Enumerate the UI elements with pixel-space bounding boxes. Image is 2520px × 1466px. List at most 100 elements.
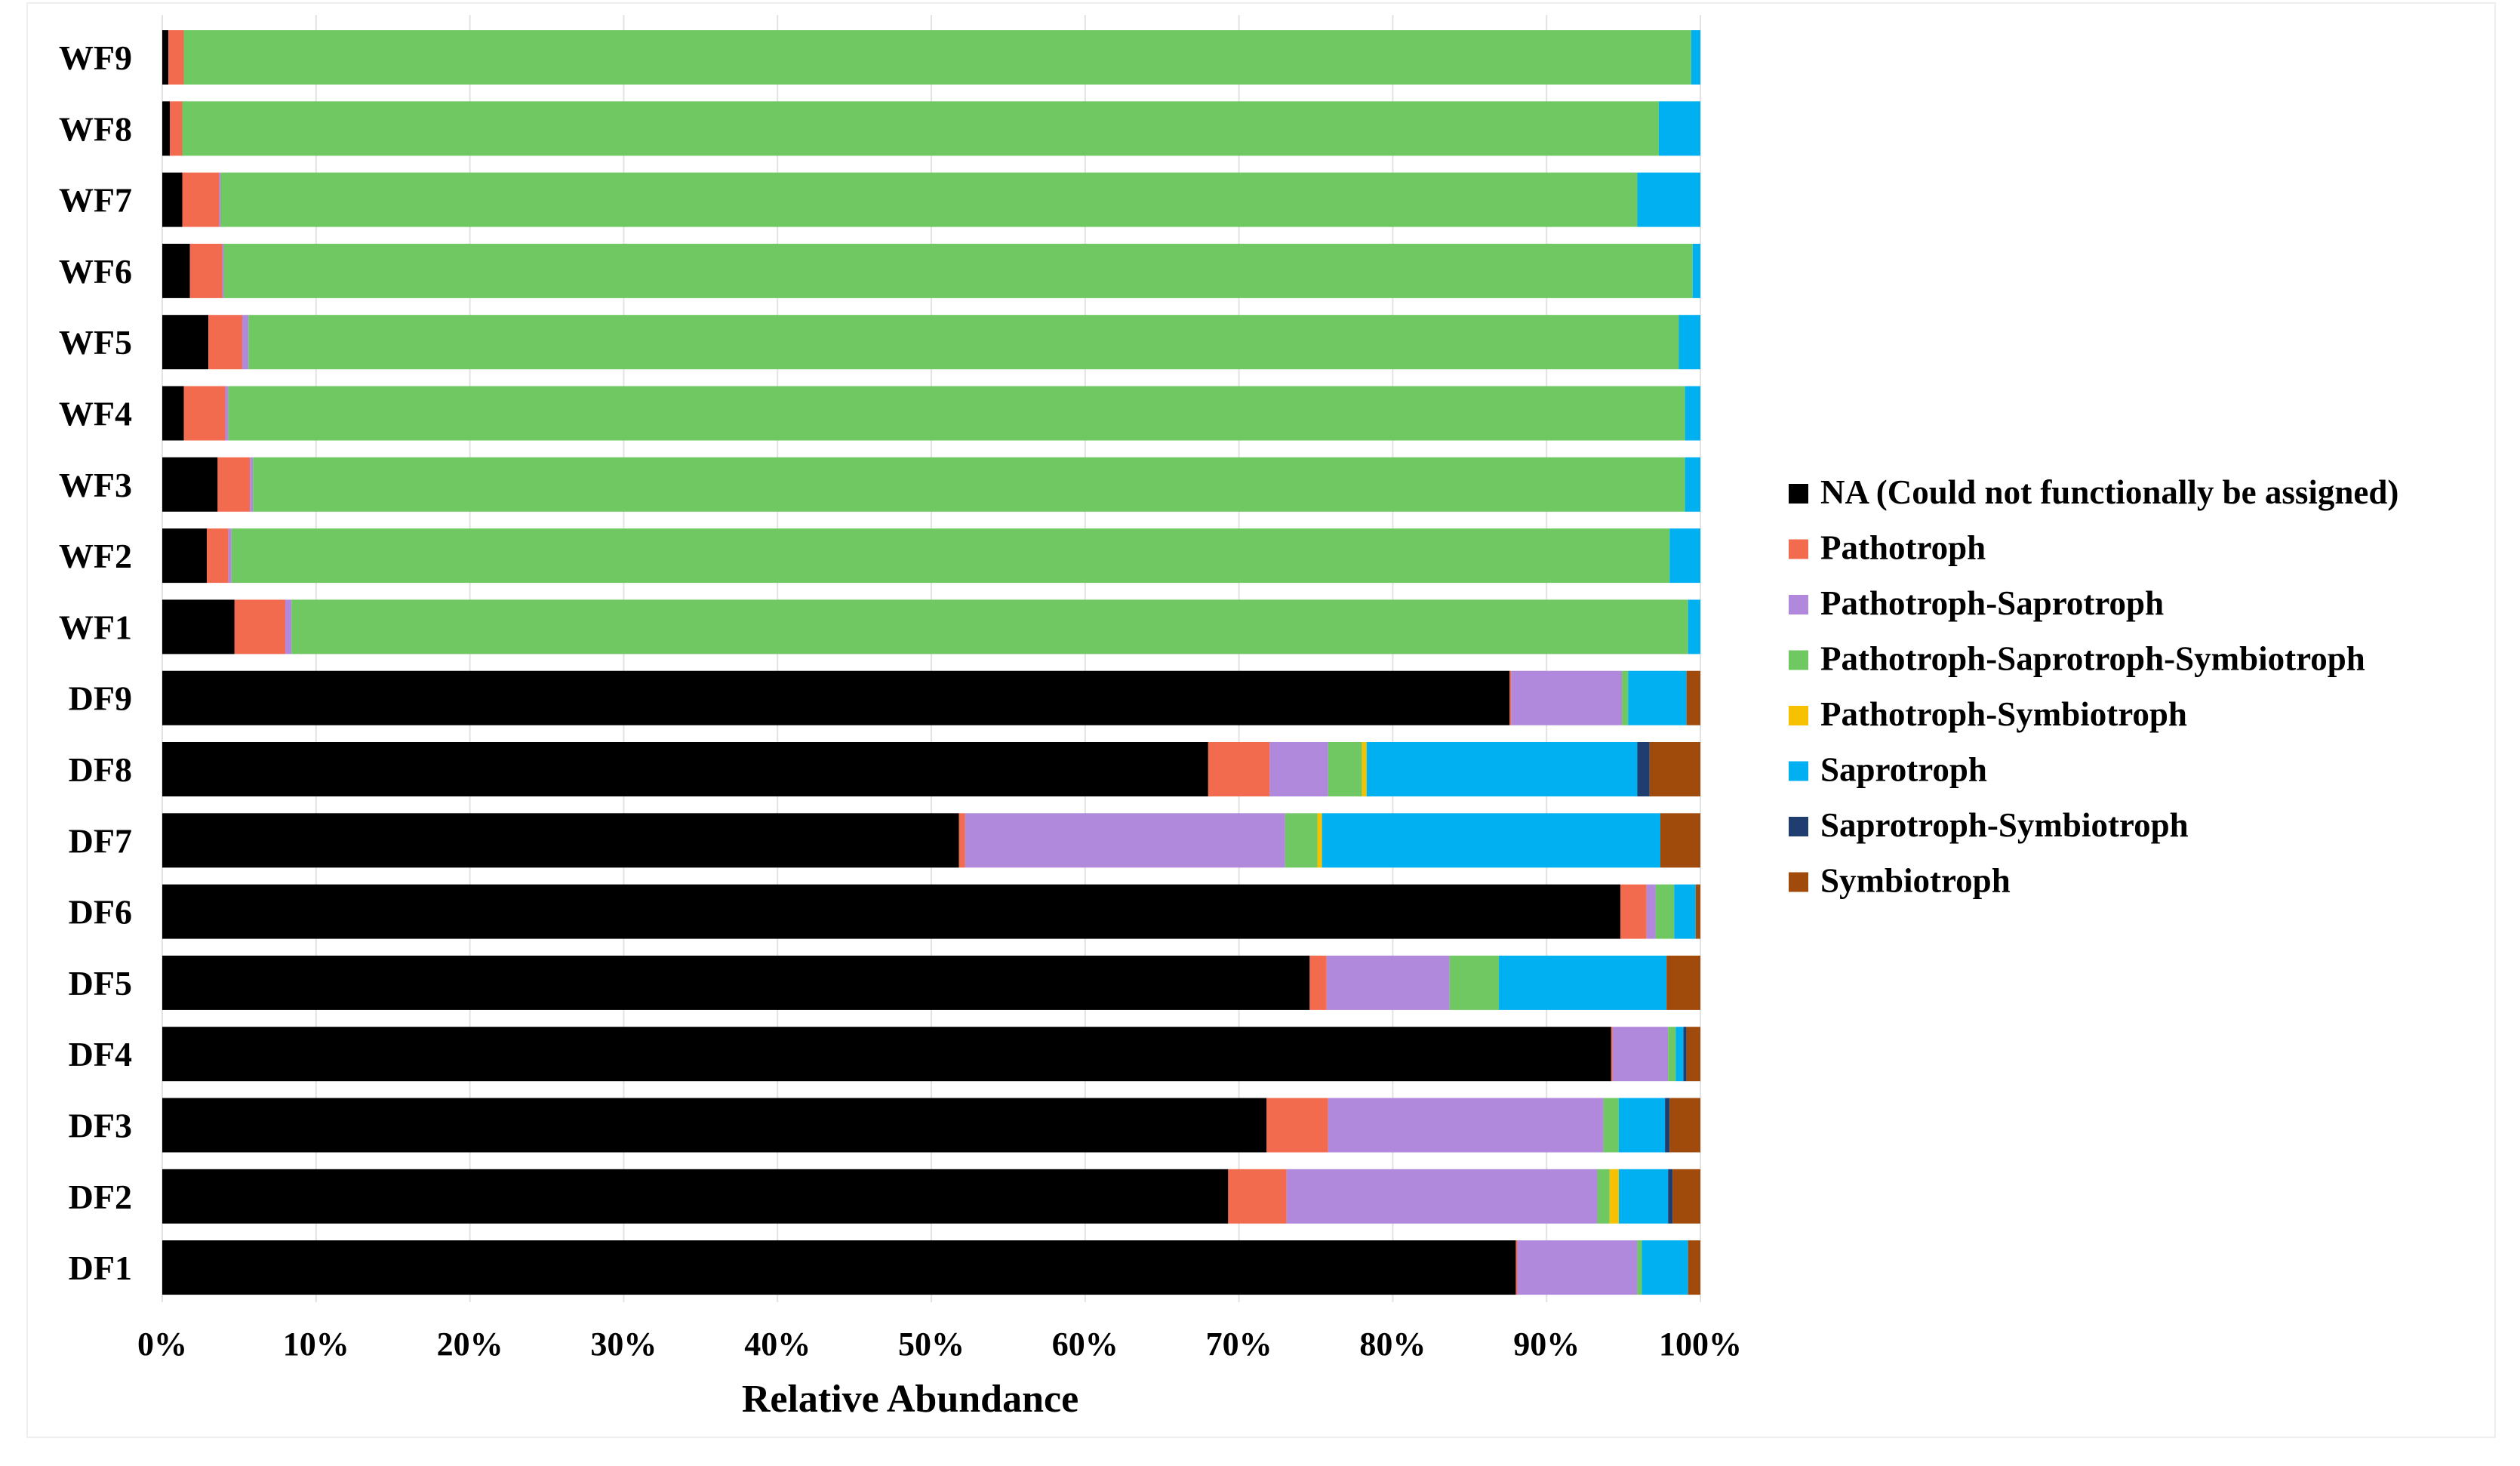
bar-segment	[222, 243, 224, 298]
category-label: WF3	[59, 466, 132, 504]
bar-segment	[162, 101, 171, 156]
bar-segment	[1658, 101, 1700, 156]
bar-segment	[1286, 1169, 1598, 1224]
legend-label: Pathotroph-Symbiotroph	[1820, 695, 2187, 733]
bar-segment	[1683, 1027, 1687, 1082]
legend-swatch	[1789, 872, 1808, 892]
legend-entry: Pathotroph-Symbiotroph	[1789, 695, 2187, 733]
bar-segment	[162, 742, 1208, 796]
bar-segment	[1620, 884, 1647, 939]
category-label: DF4	[69, 1035, 132, 1073]
bar-segment	[1637, 1240, 1642, 1295]
category-label: DF2	[69, 1178, 132, 1216]
bar-segment	[1228, 1169, 1287, 1224]
bar-segment	[228, 528, 232, 584]
x-tick-labels: 0% 10% 20% 30% 40% 50% 60% 70% 80% 90% 100%	[137, 1326, 1742, 1363]
category-label: WF7	[59, 181, 132, 220]
legend-label: Saprotroph-Symbiotroph	[1820, 806, 2189, 844]
bar-segment	[1666, 955, 1700, 1010]
bar-segment	[217, 457, 251, 512]
bar-segment	[1208, 742, 1270, 796]
bar-segment	[1665, 1098, 1670, 1153]
legend-swatch	[1789, 650, 1808, 670]
x-tick-label: 20%	[437, 1326, 503, 1363]
bar-segment	[1309, 955, 1327, 1010]
legend-label: Pathotroph	[1820, 529, 1986, 567]
x-tick-label: 60%	[1052, 1326, 1118, 1363]
bar-segment	[1655, 884, 1675, 939]
bar-segment	[291, 599, 1688, 654]
bar-segment	[1637, 742, 1650, 796]
bar-segment	[1269, 742, 1328, 796]
legend-swatch	[1789, 761, 1808, 781]
bar-segment	[189, 243, 223, 298]
category-label: WF2	[59, 537, 132, 575]
bar-segment	[965, 813, 1285, 868]
bar-segment	[162, 1098, 1267, 1153]
bar-segment	[1692, 243, 1700, 298]
gridlines	[162, 15, 1701, 1302]
legend-entry: NA (Could not functionally be assigned)	[1789, 473, 2398, 511]
bar-segment	[1675, 1027, 1684, 1082]
legend-label: Symbiotroph	[1820, 862, 2011, 900]
bar-segment	[162, 599, 235, 654]
x-tick-label: 40%	[744, 1326, 811, 1363]
bar-segment	[1511, 670, 1623, 725]
bar-segment	[1618, 1169, 1669, 1224]
bar-segment	[162, 813, 959, 868]
bar-segment	[168, 30, 184, 85]
bar-segment	[1660, 813, 1700, 868]
bar-segment	[250, 457, 254, 512]
legend-swatch	[1789, 817, 1808, 836]
bar-segment	[207, 528, 229, 584]
bar-segment	[1685, 386, 1700, 441]
bar-segment	[220, 172, 1638, 227]
bar-segment	[1669, 528, 1700, 584]
legend-entry: Pathotroph-Saprotroph	[1789, 584, 2164, 622]
bar-segment	[223, 243, 1693, 298]
bar-segment	[1326, 955, 1450, 1010]
bar-segment	[162, 315, 209, 370]
category-label: DF3	[69, 1107, 132, 1145]
category-label: DF9	[69, 679, 132, 718]
bar-segment	[1517, 1240, 1638, 1295]
bar-segment	[1688, 599, 1700, 654]
bar-segment	[958, 813, 965, 868]
bar-segment	[248, 315, 1679, 370]
bar-segment	[1686, 670, 1700, 725]
bar-segment	[1688, 1240, 1700, 1295]
bar-segment	[183, 386, 226, 441]
bar-segment	[162, 884, 1621, 939]
x-tick-label: 0%	[137, 1326, 187, 1363]
bar-segment	[1285, 813, 1318, 868]
bar-segment	[1366, 742, 1638, 796]
category-label: WF4	[59, 395, 132, 433]
bar-segment	[234, 599, 286, 654]
bar-segment	[208, 315, 242, 370]
category-label: DF6	[69, 893, 132, 932]
bar-segment	[170, 101, 183, 156]
bar-segment	[1515, 1240, 1518, 1295]
category-label: DF7	[69, 821, 132, 860]
bar-segment	[1672, 1169, 1700, 1224]
legend-entry: Saprotroph-Symbiotroph	[1789, 806, 2189, 844]
legend-entry: Symbiotroph	[1789, 862, 2011, 900]
bar-segment	[1646, 884, 1656, 939]
bar-segment	[1691, 30, 1700, 85]
bar-segment	[182, 172, 220, 227]
bar-segment	[162, 386, 184, 441]
bar-segment	[162, 528, 208, 584]
x-tick-label: 10%	[283, 1326, 349, 1363]
bar-segment	[162, 172, 183, 227]
bar-segment	[1603, 1098, 1619, 1153]
bar-segment	[1678, 315, 1700, 370]
bar-segment	[1609, 1169, 1619, 1224]
legend-entry: Saprotroph	[1789, 751, 1987, 789]
category-label: WF1	[59, 608, 132, 646]
legend-swatch	[1789, 539, 1808, 559]
category-label: DF8	[69, 750, 132, 789]
bar-segment	[1509, 670, 1512, 725]
x-tick-label: 30%	[590, 1326, 657, 1363]
bar-segment	[1668, 1027, 1676, 1082]
